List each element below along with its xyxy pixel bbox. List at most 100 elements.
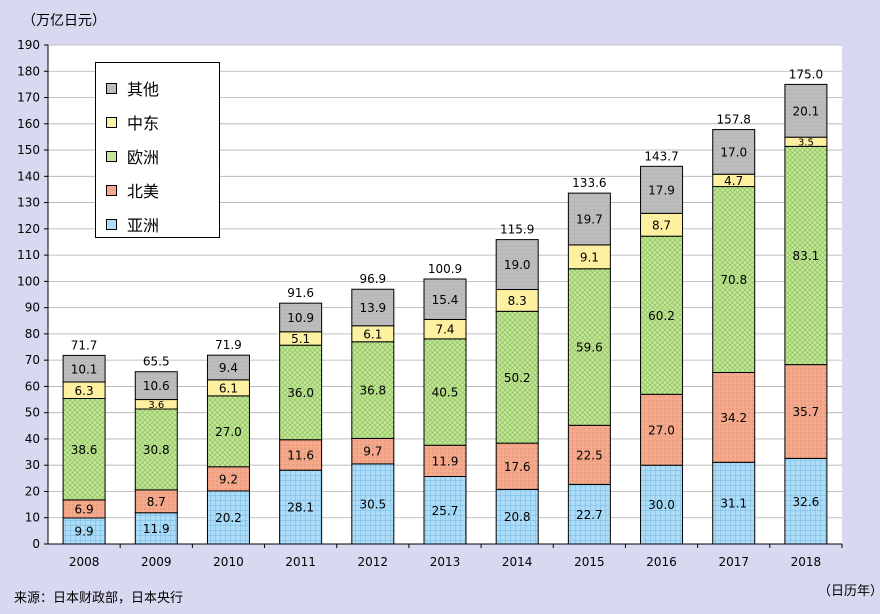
y-tick-label: 60 bbox=[25, 379, 40, 393]
data-label-europe: 36.8 bbox=[359, 384, 386, 398]
y-tick-label: 150 bbox=[17, 143, 40, 157]
bar-segment-other bbox=[134, 371, 178, 401]
bar-segment-asia bbox=[784, 457, 828, 545]
data-label-north-america: 9.2 bbox=[219, 472, 238, 486]
data-label-europe: 60.2 bbox=[648, 309, 675, 323]
bar-segment-asia bbox=[567, 483, 611, 545]
y-tick-label: 80 bbox=[25, 327, 40, 341]
bar-segment-asia bbox=[351, 463, 395, 545]
legend-item-middle-east: 中东 bbox=[106, 105, 219, 139]
bar-segment-europe bbox=[712, 186, 756, 374]
data-label-north-america: 27.0 bbox=[648, 423, 675, 437]
y-tick-label: 10 bbox=[25, 511, 40, 525]
total-label: 115.9 bbox=[500, 223, 534, 237]
data-label-middle-east: 6.1 bbox=[363, 327, 382, 341]
data-label-asia: 25.7 bbox=[432, 504, 459, 518]
total-label: 71.7 bbox=[71, 338, 98, 352]
data-label-middle-east: 4.7 bbox=[724, 174, 743, 188]
total-label: 175.0 bbox=[789, 67, 823, 81]
data-label-asia: 11.9 bbox=[143, 522, 170, 536]
legend-item-europe: 欧洲 bbox=[106, 139, 219, 173]
data-label-north-america: 6.9 bbox=[75, 502, 94, 516]
bar-segment-other bbox=[206, 354, 250, 381]
bar-segment-other bbox=[712, 129, 756, 175]
bar-segment-north-america bbox=[567, 424, 611, 485]
data-label-other: 17.0 bbox=[720, 145, 747, 159]
source-note: 来源：日本财政部，日本央行 bbox=[14, 591, 184, 606]
bar-segment-north-america bbox=[784, 364, 828, 459]
data-label-asia: 9.9 bbox=[75, 525, 94, 539]
legend-item-north-america: 北美 bbox=[106, 173, 219, 207]
total-label: 91.6 bbox=[287, 286, 314, 300]
y-tick-label: 30 bbox=[25, 458, 40, 472]
y-tick-label: 0 bbox=[32, 537, 40, 551]
total-label: 143.7 bbox=[644, 149, 678, 163]
bar-segment-other bbox=[351, 288, 395, 327]
x-tick-label: 2011 bbox=[285, 555, 316, 569]
data-label-europe: 70.8 bbox=[720, 273, 747, 287]
y-tick-label: 20 bbox=[25, 484, 40, 498]
data-label-north-america: 22.5 bbox=[576, 448, 603, 462]
x-tick-label: 2010 bbox=[213, 555, 244, 569]
plot-area: 0 10 20 30 40 50 60 70 80 90 100 110 120 130 140 150 160… bbox=[17, 38, 843, 569]
data-label-other: 10.9 bbox=[287, 311, 314, 325]
data-label-middle-east: 7.4 bbox=[435, 323, 454, 337]
data-label-europe: 36.0 bbox=[287, 386, 314, 400]
total-label: 133.6 bbox=[572, 176, 606, 190]
data-label-middle-east: 8.7 bbox=[652, 218, 671, 232]
legend-label-other: 其他 bbox=[127, 80, 160, 99]
data-label-other: 19.0 bbox=[504, 258, 531, 272]
bar-segment-europe bbox=[134, 408, 178, 491]
legend-item-other: 其他 bbox=[106, 71, 219, 105]
bar-segment-other bbox=[784, 83, 828, 138]
data-label-other: 20.1 bbox=[793, 104, 820, 118]
bar-segment-europe bbox=[206, 395, 250, 468]
bar-segment-other bbox=[62, 354, 106, 383]
data-label-north-america: 8.7 bbox=[147, 495, 166, 509]
y-tick-label: 160 bbox=[17, 117, 40, 131]
data-label-north-america: 9.7 bbox=[363, 445, 382, 459]
data-label-asia: 28.1 bbox=[287, 501, 314, 515]
x-unit-label: （日历年） bbox=[818, 584, 880, 599]
data-label-asia: 20.8 bbox=[504, 510, 531, 524]
x-tick-label: 2017 bbox=[718, 555, 749, 569]
bar-segment-europe bbox=[423, 338, 467, 446]
y-tick-label: 90 bbox=[25, 301, 40, 315]
legend-label-asia: 亚洲 bbox=[127, 216, 160, 235]
bar-segment-europe bbox=[567, 268, 611, 426]
data-label-europe: 83.1 bbox=[793, 249, 820, 263]
y-tick-label: 70 bbox=[25, 353, 40, 367]
x-tick-label: 2012 bbox=[358, 555, 389, 569]
x-tick-label: 2009 bbox=[141, 555, 172, 569]
data-label-middle-east: 6.1 bbox=[219, 381, 238, 395]
bar-segment-north-america bbox=[495, 442, 539, 490]
bar-segment-other bbox=[640, 165, 684, 214]
data-label-asia: 31.1 bbox=[720, 497, 747, 511]
data-label-north-america: 35.7 bbox=[793, 405, 820, 419]
legend-label-north-america: 北美 bbox=[127, 182, 160, 201]
x-tick-label: 2018 bbox=[791, 555, 822, 569]
x-tick-label: 2016 bbox=[646, 555, 677, 569]
legend: 其他 中东 欧洲 北美 亚洲 bbox=[95, 62, 220, 238]
y-tick-label: 110 bbox=[17, 248, 40, 262]
legend-item-asia: 亚洲 bbox=[106, 207, 219, 241]
data-label-middle-east: 9.1 bbox=[580, 250, 599, 264]
bar-segment-other bbox=[279, 302, 323, 333]
data-label-europe: 50.2 bbox=[504, 371, 531, 385]
y-tick-label: 40 bbox=[25, 432, 40, 446]
y-tick-label: 190 bbox=[17, 38, 40, 52]
data-label-europe: 27.0 bbox=[215, 425, 242, 439]
data-label-europe: 59.6 bbox=[576, 341, 603, 355]
total-label: 96.9 bbox=[359, 272, 386, 286]
data-label-middle-east: 3.6 bbox=[148, 400, 164, 411]
data-label-europe: 30.8 bbox=[143, 443, 170, 457]
legend-label-middle-east: 中东 bbox=[127, 114, 160, 133]
bar-segment-other bbox=[423, 278, 467, 320]
data-label-europe: 38.6 bbox=[71, 443, 98, 457]
x-tick-label: 2015 bbox=[574, 555, 605, 569]
data-label-other: 10.1 bbox=[71, 362, 98, 376]
data-label-other: 9.4 bbox=[219, 361, 238, 375]
data-label-asia: 30.5 bbox=[359, 498, 386, 512]
data-label-other: 10.6 bbox=[143, 379, 170, 393]
